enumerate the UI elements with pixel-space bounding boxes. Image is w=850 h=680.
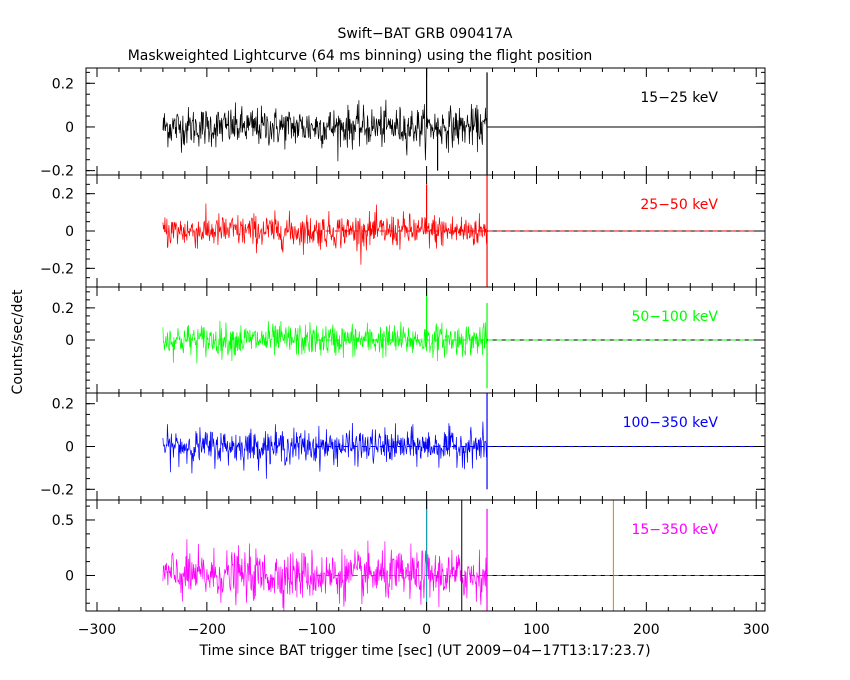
series-line-4	[162, 539, 488, 611]
y-tick-label: 0	[65, 568, 74, 584]
x-tick-label: 200	[633, 622, 660, 638]
band-label-3: 100−350 keV	[623, 415, 719, 431]
y-tick-label: 0	[65, 333, 74, 349]
y-tick-label: −0.2	[40, 482, 74, 498]
x-tick-label: −100	[298, 622, 336, 638]
series-line-2	[162, 320, 488, 364]
x-tick-label: 0	[422, 622, 431, 638]
panel-4: 0 0.5 15−350 keV	[52, 499, 766, 612]
y-tick-label: 0.5	[52, 513, 74, 529]
panel-1: −0.2 0 0.2 25−50 keV	[40, 174, 766, 288]
series-line-0	[162, 99, 488, 162]
x-tick-label: −300	[78, 622, 116, 638]
band-label-0: 15−25 keV	[640, 90, 718, 106]
x-axis-label: Time since BAT trigger time [sec] (UT 20…	[198, 643, 650, 659]
y-tick-label: 0	[65, 224, 74, 240]
x-tick-label: 300	[743, 622, 770, 638]
y-tick-label: −0.2	[40, 261, 74, 277]
band-label-2: 50−100 keV	[631, 309, 718, 325]
panel-0: −0.2 0 0.2 15−25 keV	[40, 67, 766, 180]
panel-0-plot-area	[162, 68, 765, 175]
x-tick-label: 100	[523, 622, 550, 638]
series-line-3	[162, 421, 488, 479]
x-tick-label: −200	[188, 622, 226, 638]
y-axis-label: Counts/sec/det	[10, 289, 26, 394]
y-tick-label: 0.2	[52, 301, 74, 317]
panel-3: −0.2 0 0.2 100−350 keV	[40, 392, 766, 501]
band-label-1: 25−50 keV	[640, 197, 718, 213]
panel-3-plot-area	[162, 393, 765, 490]
y-tick-label: −0.2	[40, 164, 74, 180]
y-tick-label: 0.2	[52, 76, 74, 92]
panel-4-plot-area	[162, 500, 765, 611]
y-tick-label: 0	[65, 440, 74, 456]
chart-title: Swift−BAT GRB 090417A	[338, 26, 513, 42]
chart-subtitle: Maskweighted Lightcurve (64 ms binning) …	[128, 48, 593, 64]
x-axis: −300 −200 −100 0 100 200 300	[78, 622, 770, 638]
panel-2-plot-area	[162, 288, 765, 389]
y-tick-label: 0.2	[52, 397, 74, 413]
panel-1-plot-area	[162, 175, 765, 287]
panels-group: −0.2 0 0.2 15−25 keV −0.2 0 0.2 25−50 keV 0 0.2 50…	[40, 67, 766, 612]
band-label-4: 15−350 keV	[631, 522, 718, 538]
panel-4-frame	[85, 499, 766, 612]
y-tick-label: 0	[65, 120, 74, 136]
y-tick-label: 0.2	[52, 187, 74, 203]
series-line-1	[162, 203, 488, 265]
panel-2: 0 0.2 50−100 keV	[52, 286, 766, 394]
